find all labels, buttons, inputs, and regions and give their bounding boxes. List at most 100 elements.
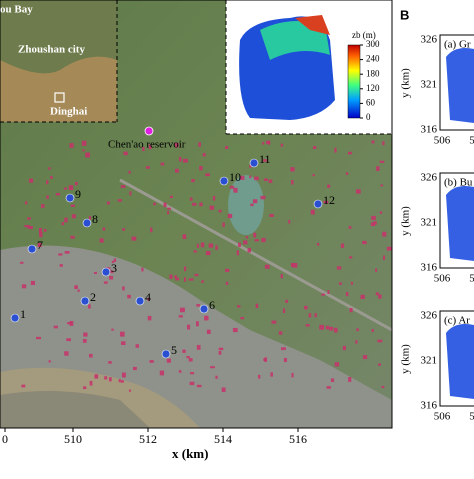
site-marker xyxy=(313,199,323,209)
y-tick-label: 321 xyxy=(421,355,438,367)
built-patch xyxy=(283,358,287,362)
built-patch xyxy=(82,338,87,343)
built-patch xyxy=(202,153,206,157)
built-patch xyxy=(236,305,241,308)
built-patch xyxy=(233,187,238,193)
site-label: 8 xyxy=(92,212,98,226)
built-patch xyxy=(35,336,41,340)
built-patch xyxy=(254,176,259,181)
built-patch xyxy=(375,292,379,296)
built-patch xyxy=(327,290,330,295)
built-patch xyxy=(370,222,376,227)
built-patch xyxy=(81,140,87,146)
built-patch xyxy=(314,313,317,318)
built-patch xyxy=(218,347,224,351)
built-patch xyxy=(218,350,222,355)
built-patch xyxy=(145,166,150,169)
built-patch xyxy=(285,299,289,303)
built-patch xyxy=(249,175,252,179)
built-patch xyxy=(102,227,106,231)
reservoir-label: Chen'ao reservoir xyxy=(108,139,186,151)
built-patch xyxy=(196,243,199,248)
built-patch xyxy=(212,195,216,201)
built-patch xyxy=(27,224,30,229)
built-patch xyxy=(252,199,258,204)
site-marker xyxy=(161,349,171,359)
built-patch xyxy=(312,174,315,177)
reservoir-water xyxy=(228,175,264,235)
built-patch xyxy=(209,205,215,210)
colorbar-label: zb (m) xyxy=(352,30,376,40)
built-patch xyxy=(360,294,365,299)
built-patch xyxy=(371,140,375,144)
built-patch xyxy=(50,175,53,179)
built-patch xyxy=(254,239,259,242)
panel-label: B xyxy=(400,7,409,22)
built-patch xyxy=(379,160,385,163)
built-patch xyxy=(74,181,78,186)
built-patch xyxy=(290,263,294,267)
built-patch xyxy=(262,141,265,145)
built-patch xyxy=(380,184,383,187)
built-patch xyxy=(371,215,376,220)
inset-label: Dinghai xyxy=(50,106,87,118)
built-patch xyxy=(189,197,193,201)
built-patch xyxy=(174,275,177,278)
built-patch xyxy=(325,325,330,330)
built-patch xyxy=(280,274,283,279)
built-patch xyxy=(46,195,49,199)
built-patch xyxy=(345,291,349,297)
built-patch xyxy=(122,286,125,291)
built-patch xyxy=(221,387,226,392)
built-patch xyxy=(21,384,26,388)
site-marker xyxy=(82,218,92,228)
built-patch xyxy=(225,268,230,272)
built-patch xyxy=(321,293,325,296)
built-patch xyxy=(41,204,45,208)
built-patch xyxy=(383,255,386,261)
built-patch xyxy=(150,227,153,233)
built-patch xyxy=(104,376,108,380)
built-patch xyxy=(99,238,104,243)
built-patch xyxy=(20,261,24,264)
built-patch xyxy=(160,162,165,166)
built-patch xyxy=(69,320,74,326)
built-patch xyxy=(113,258,117,263)
built-patch xyxy=(133,366,137,371)
built-patch xyxy=(268,179,273,183)
built-patch xyxy=(159,370,165,376)
built-patch xyxy=(64,351,69,356)
colorbar-tick-label: 300 xyxy=(366,39,380,49)
built-patch xyxy=(355,189,361,194)
built-patch xyxy=(199,166,203,171)
y-tick-label: 321 xyxy=(421,217,438,229)
built-patch xyxy=(46,180,49,185)
y-tick-label: 326 xyxy=(421,172,438,184)
built-patch xyxy=(68,185,74,191)
built-patch xyxy=(180,307,185,313)
built-patch xyxy=(83,332,88,337)
built-patch xyxy=(327,184,331,188)
colorbar-tick-label: 240 xyxy=(366,54,380,64)
built-patch xyxy=(94,374,99,379)
built-patch xyxy=(201,280,204,283)
site-marker xyxy=(10,313,20,323)
built-patch xyxy=(247,247,252,253)
built-patch xyxy=(103,281,108,284)
built-patch xyxy=(205,251,211,256)
reservoir-marker xyxy=(144,126,154,136)
built-patch xyxy=(127,294,131,299)
built-patch xyxy=(340,243,345,248)
built-patch xyxy=(48,167,51,170)
colorbar xyxy=(347,44,361,119)
elevation-map xyxy=(260,21,330,60)
x-axis-label: x (km) xyxy=(172,446,208,461)
built-patch xyxy=(182,158,188,163)
built-patch xyxy=(222,222,225,227)
site-label: 1 xyxy=(20,307,26,321)
built-patch xyxy=(250,203,254,207)
built-patch xyxy=(264,264,270,269)
y-tick-label: 316 xyxy=(421,124,438,136)
built-patch xyxy=(169,195,173,198)
built-patch xyxy=(205,173,210,177)
